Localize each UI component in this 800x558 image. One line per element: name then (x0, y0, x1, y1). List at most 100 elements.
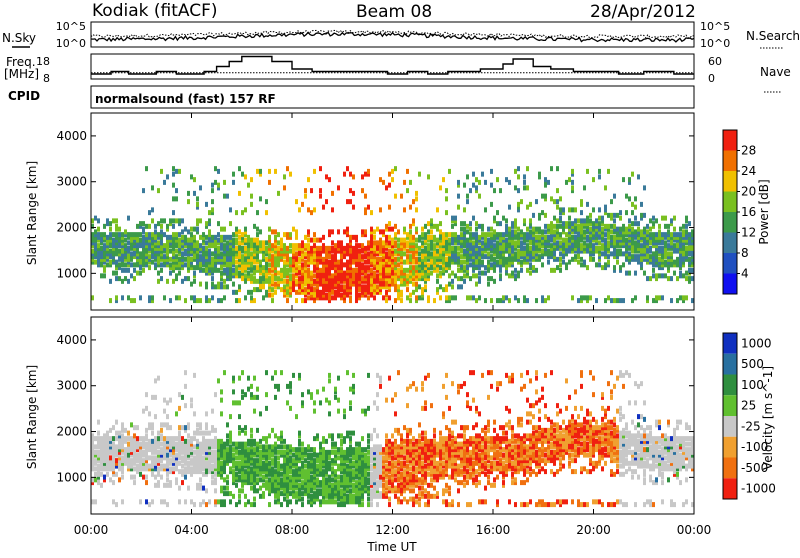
heatmap-cell (229, 444, 232, 449)
heatmap-cell (181, 480, 184, 485)
heatmap-cell (175, 249, 178, 254)
heatmap-cell (379, 257, 382, 262)
heatmap-cell (181, 464, 184, 469)
heatmap-cell (295, 251, 298, 256)
heatmap-cell (475, 185, 478, 190)
heatmap-cell (349, 172, 352, 177)
heatmap-cell (124, 268, 127, 273)
heatmap-cell (160, 433, 163, 438)
heatmap-cell (670, 251, 673, 256)
heatmap-cell (244, 502, 247, 507)
heatmap-cell (586, 235, 589, 240)
heatmap-cell (502, 232, 505, 237)
heatmap-cell (259, 477, 262, 482)
heatmap-cell (187, 433, 190, 438)
heatmap-cell (310, 188, 313, 193)
heatmap-cell (235, 227, 238, 232)
heatmap-cell (169, 398, 172, 403)
heatmap-cell (571, 207, 574, 212)
heatmap-cell (181, 436, 184, 441)
heatmap-cell (652, 216, 655, 221)
heatmap-cell (322, 243, 325, 248)
freq-label-2: [MHz] (4, 67, 39, 81)
heatmap-cell (592, 207, 595, 212)
heatmap-cell (607, 240, 610, 245)
heatmap-cell (319, 488, 322, 493)
heatmap-cell (463, 279, 466, 284)
heatmap-cell (145, 480, 148, 485)
heatmap-cell (667, 276, 670, 281)
heatmap-cell (115, 431, 118, 436)
heatmap-cell (190, 458, 193, 463)
heatmap-cell (109, 436, 112, 441)
heatmap-cell (583, 295, 586, 300)
heatmap-cell (262, 436, 265, 441)
heatmap-cell (304, 188, 307, 193)
heatmap-cell (655, 273, 658, 278)
heatmap-cell (565, 262, 568, 267)
heatmap-cell (394, 232, 397, 237)
heatmap-cell (433, 243, 436, 248)
heatmap-cell (169, 271, 172, 276)
heatmap-cell (277, 455, 280, 460)
heatmap-cell (295, 491, 298, 496)
heatmap-cell (331, 442, 334, 447)
heatmap-cell (397, 268, 400, 273)
heatmap-cell (472, 183, 475, 188)
heatmap-cell (148, 411, 151, 416)
heatmap-cell (187, 191, 190, 196)
heatmap-cell (271, 428, 274, 433)
heatmap-cell (151, 218, 154, 223)
heatmap-cell (547, 249, 550, 254)
heatmap-cell (148, 455, 151, 460)
heatmap-cell (547, 224, 550, 229)
heatmap-cell (532, 213, 535, 218)
heatmap-cell (397, 284, 400, 289)
heatmap-cell (406, 188, 409, 193)
heatmap-cell (346, 199, 349, 204)
heatmap-cell (496, 221, 499, 226)
heatmap-cell (139, 442, 142, 447)
heatmap-cell (157, 221, 160, 226)
heatmap-cell (370, 488, 373, 493)
heatmap-cell (442, 177, 445, 182)
heatmap-cell (358, 293, 361, 298)
heatmap-cell (271, 298, 274, 303)
heatmap-cell (331, 483, 334, 488)
heatmap-cell (310, 238, 313, 243)
heatmap-cell (409, 298, 412, 303)
heatmap-cell (352, 431, 355, 436)
heatmap-cell (178, 238, 181, 243)
heatmap-cell (175, 218, 178, 223)
heatmap-cell (268, 169, 271, 174)
heatmap-cell (649, 218, 652, 223)
heatmap-cell (229, 235, 232, 240)
heatmap-cell (208, 298, 211, 303)
heatmap-cell (199, 254, 202, 259)
heatmap-cell (589, 213, 592, 218)
heatmap-cell (541, 210, 544, 215)
heatmap-cell (136, 224, 139, 229)
heatmap-cell (124, 447, 127, 452)
heatmap-cell (100, 436, 103, 441)
heatmap-cell (199, 235, 202, 240)
heatmap-cell (439, 271, 442, 276)
heatmap-cell (97, 227, 100, 232)
heatmap-cell (439, 185, 442, 190)
heatmap-cell (97, 232, 100, 237)
heatmap-cell (349, 188, 352, 193)
heatmap-cell (571, 185, 574, 190)
heatmap-cell (667, 243, 670, 248)
heatmap-cell (346, 243, 349, 248)
heatmap-cell (325, 293, 328, 298)
heatmap-cell (157, 240, 160, 245)
heatmap-cell (235, 265, 238, 270)
heatmap-cell (337, 229, 340, 234)
heatmap-cell (109, 428, 112, 433)
heatmap-cell (661, 246, 664, 251)
heatmap-cell (520, 199, 523, 204)
heatmap-cell (289, 273, 292, 278)
heatmap-cell (382, 229, 385, 234)
heatmap-cell (316, 238, 319, 243)
heatmap-cell (301, 461, 304, 466)
